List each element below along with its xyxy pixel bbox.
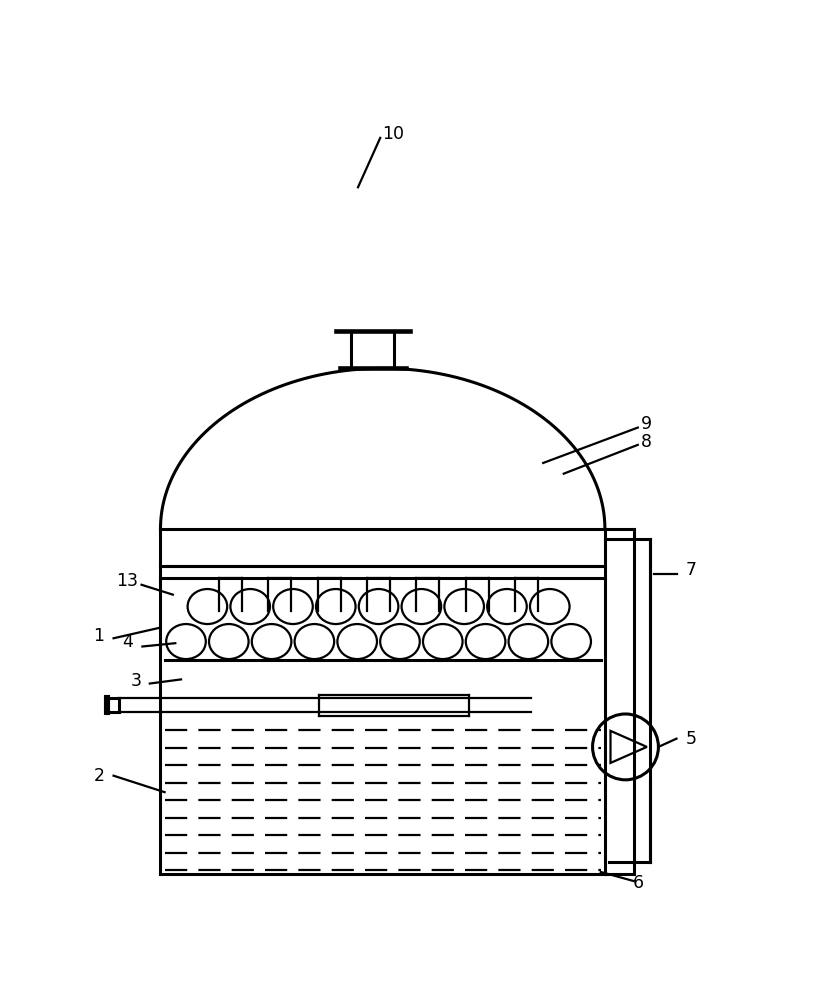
Text: 4: 4: [122, 633, 133, 651]
Text: 13: 13: [117, 572, 138, 590]
Text: 5: 5: [686, 730, 697, 748]
Text: 10: 10: [383, 125, 404, 143]
Text: 8: 8: [640, 433, 652, 451]
Text: 2: 2: [93, 767, 105, 785]
Text: 7: 7: [686, 561, 697, 579]
Text: 9: 9: [640, 415, 652, 433]
Text: 3: 3: [130, 672, 142, 690]
Text: 1: 1: [93, 627, 105, 645]
Text: 6: 6: [632, 874, 644, 892]
